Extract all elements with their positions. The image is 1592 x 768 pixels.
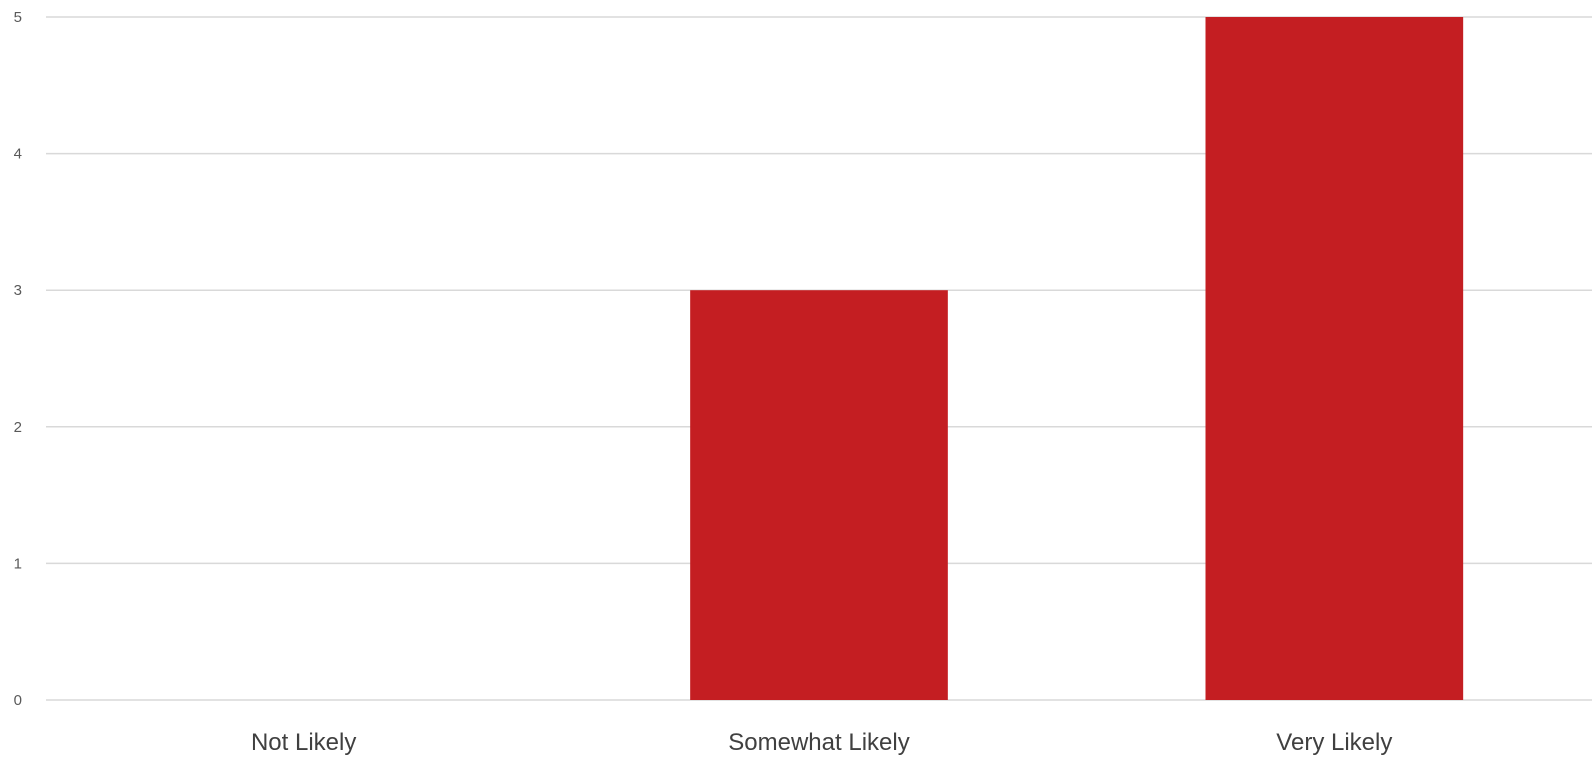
x-tick-label: Very Likely: [1276, 729, 1392, 756]
x-tick-label: Not Likely: [251, 729, 356, 756]
bar: [1205, 17, 1464, 700]
y-tick-label: 2: [14, 419, 22, 436]
y-tick-label: 5: [14, 9, 22, 26]
bar: [690, 290, 948, 700]
bars: [690, 17, 1464, 700]
x-tick-label: Somewhat Likely: [728, 729, 909, 756]
y-tick-label: 0: [14, 692, 22, 709]
y-tick-label: 1: [14, 555, 22, 572]
x-axis-ticks: Not Likely Somewhat Likely Very Likely: [251, 729, 1392, 756]
y-tick-label: 4: [14, 146, 22, 163]
y-axis-ticks: 0 1 2 3 4 5: [14, 9, 22, 709]
y-tick-label: 3: [14, 282, 22, 299]
